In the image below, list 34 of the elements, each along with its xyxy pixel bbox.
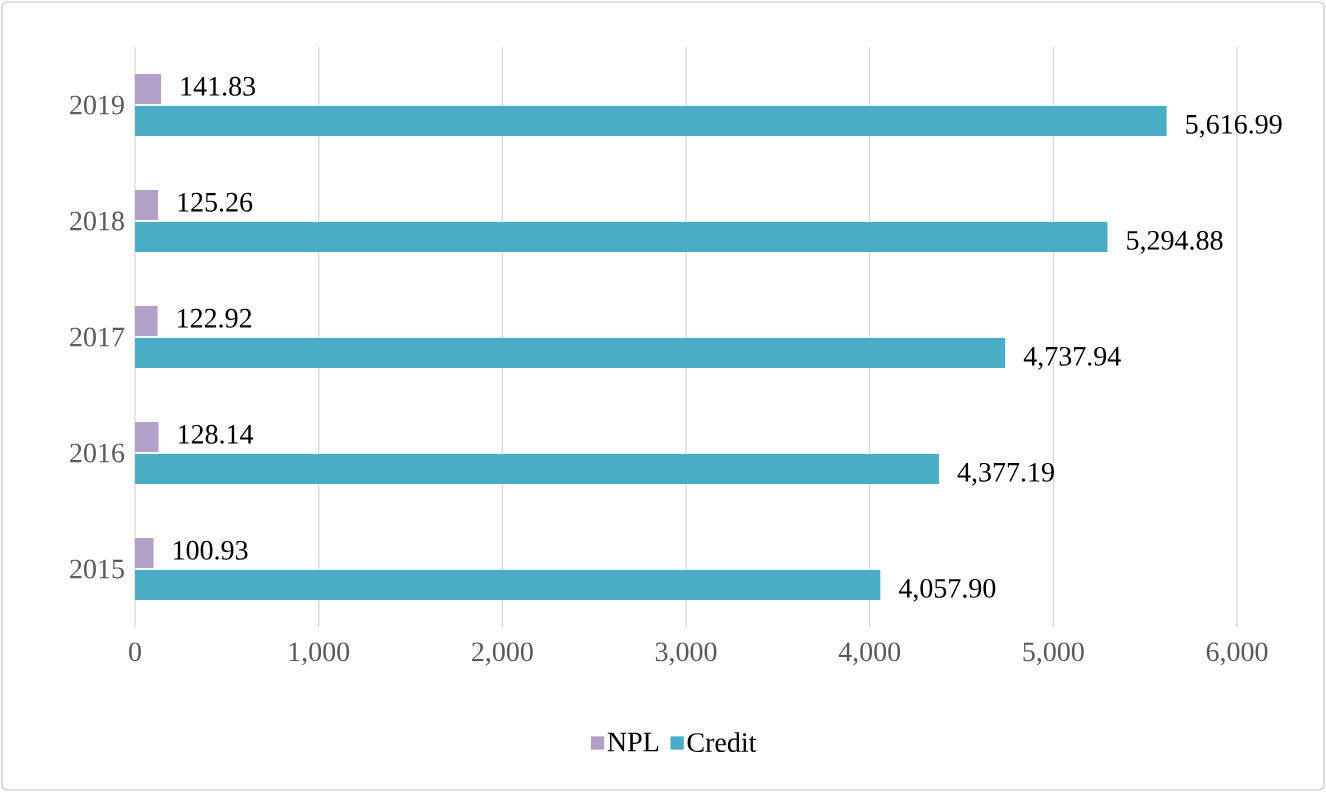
bar (135, 106, 1167, 136)
data-label: 128.14 (179, 424, 254, 444)
data-label: 5,294.88 (1127, 230, 1223, 254)
data-label: 5,616.99 (1186, 114, 1282, 138)
y-tick-label: 2015 (70, 559, 124, 579)
data-label: 100.93 (174, 540, 248, 560)
data-label: 125.26 (178, 192, 253, 212)
x-tick-label: 6,000 (1206, 642, 1268, 666)
x-tick-label: 0 (129, 642, 141, 662)
data-label: 122.92 (178, 308, 252, 328)
y-tick-label: 2017 (70, 327, 125, 347)
bar (135, 222, 1108, 252)
y-tick-label: 2018 (70, 211, 124, 231)
data-label: 4,377.19 (957, 462, 1054, 486)
y-tick-label: 2016 (70, 443, 125, 463)
x-tick-label: 4,000 (838, 642, 901, 666)
bar (135, 422, 159, 453)
x-tick-label: 3,000 (655, 642, 717, 666)
bar (135, 338, 1006, 369)
bar (135, 570, 881, 601)
data-label: 4,057.90 (898, 578, 996, 602)
x-tick-label: 1,000 (289, 642, 350, 666)
legend-label: Credit (687, 732, 757, 752)
bar (135, 306, 158, 337)
data-label: 141.83 (181, 76, 255, 96)
x-tick-label: 2,000 (472, 642, 533, 666)
y-tick-label: 2019 (70, 95, 124, 115)
x-tick-label: 5,000 (1023, 642, 1084, 666)
data-label: 4,737.94 (1023, 346, 1121, 370)
bar (135, 190, 159, 220)
bar (135, 74, 162, 104)
legend-label: NPL (607, 732, 659, 752)
bar (135, 454, 939, 485)
bar (135, 538, 154, 569)
